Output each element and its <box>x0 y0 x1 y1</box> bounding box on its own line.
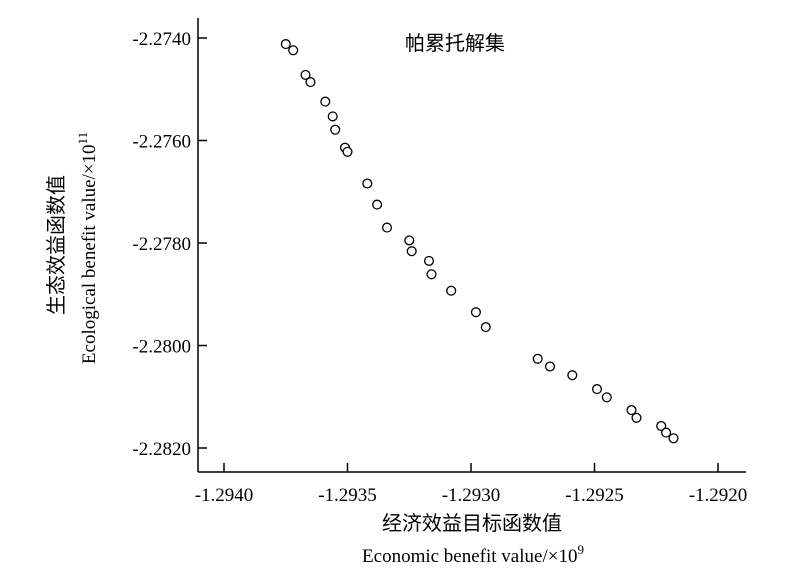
y-tick-label: -2.2740 <box>132 29 191 50</box>
y-axis-label-en-group: Ecological benefit value/×1011 <box>75 132 100 364</box>
data-point <box>480 322 491 333</box>
y-axis-label-en: Ecological benefit value/×1011 <box>75 132 100 364</box>
data-points <box>280 39 679 444</box>
data-point <box>661 427 672 438</box>
x-tick-label: -1.2940 <box>195 485 254 506</box>
x-axis-label-exponent: 9 <box>577 542 584 557</box>
data-point <box>362 178 373 189</box>
data-point <box>381 222 393 233</box>
y-tick-label: -2.2820 <box>132 439 191 460</box>
x-ticks: -1.2940 -1.2935 -1.2930 -1.2925 -1.2920 <box>195 463 748 506</box>
y-tick-label: -2.2780 <box>132 234 191 255</box>
data-point <box>300 69 311 80</box>
y-axis-label-en-text: Ecological benefit value/×10 <box>79 144 100 364</box>
data-point <box>567 370 578 381</box>
x-tick-label: -1.2925 <box>565 485 624 506</box>
data-point <box>305 77 316 88</box>
data-point <box>532 353 543 364</box>
data-point <box>470 307 481 318</box>
y-axis-label-exponent: 11 <box>75 132 90 145</box>
data-point <box>320 96 331 107</box>
data-point <box>406 246 417 257</box>
data-point <box>423 255 435 266</box>
legend-label: 帕累托解集 <box>405 31 505 55</box>
data-point <box>631 412 642 423</box>
data-point <box>288 45 299 56</box>
x-tick-label: -1.2930 <box>442 485 501 506</box>
data-point <box>372 199 383 210</box>
data-point <box>404 235 415 246</box>
data-point <box>327 111 338 122</box>
data-point <box>342 146 353 157</box>
data-point <box>626 405 637 416</box>
data-point <box>446 285 457 296</box>
y-tick-label: -2.2800 <box>132 337 191 358</box>
x-axis-label-cn: 经济效益目标函数值 <box>382 511 562 535</box>
data-point <box>280 39 291 50</box>
x-axis-label-en-text: Economic benefit value/×10 <box>362 546 577 567</box>
y-ticks: -2.2740 -2.2760 -2.2780 -2.2800 -2.2820 <box>132 29 207 460</box>
y-axis-label-cn-group: 生态效益函数值 <box>44 175 68 315</box>
y-tick-label: -2.2760 <box>132 132 191 153</box>
data-point <box>544 361 556 372</box>
x-tick-label: -1.2935 <box>318 485 377 506</box>
x-tick-label: -1.2920 <box>689 485 748 506</box>
data-point <box>591 384 603 395</box>
data-point <box>656 420 667 432</box>
data-point <box>426 269 437 280</box>
y-axis-label-cn: 生态效益函数值 <box>44 175 68 315</box>
data-point <box>330 124 341 135</box>
data-point <box>668 433 679 444</box>
data-point <box>601 392 612 403</box>
x-axis-label-en: Economic benefit value/×109 <box>362 542 584 567</box>
axes <box>197 18 746 473</box>
